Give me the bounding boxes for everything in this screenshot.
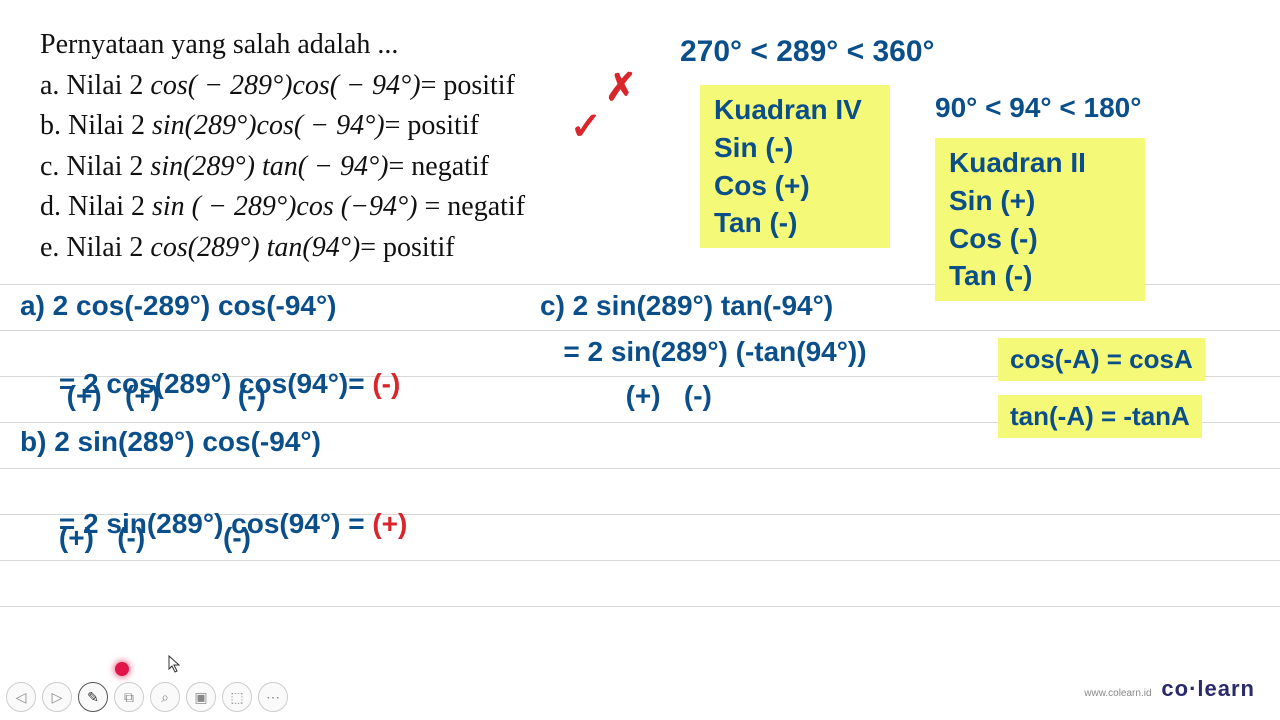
range-289: 270° < 289° < 360° (680, 35, 935, 69)
work-b-signs: (+) (-) (-) (20, 522, 251, 554)
option-b: b. Nilai 2 sin(289°)cos( − 94°)= positif (40, 106, 525, 147)
rule-line (0, 468, 1280, 469)
work-c-line1: c) 2 sin(289°) tan(-94°) (540, 290, 833, 322)
rule-line (0, 330, 1280, 331)
quadrant-4-title: Kuadran IV (714, 91, 876, 129)
quadrant-2-sin: Sin (+) (949, 182, 1131, 220)
work-a-signs: (+) (+) (-) (20, 380, 266, 412)
work-b-result: (+) (372, 508, 407, 539)
zoom-button[interactable]: ⌕ (150, 682, 180, 712)
prev-slide-button[interactable]: ◁ (6, 682, 36, 712)
pen-tool-button[interactable]: ✎ (78, 682, 108, 712)
option-c-expr: sin(289°) tan( − 94°) (150, 151, 388, 182)
option-c: c. Nilai 2 sin(289°) tan( − 94°)= negati… (40, 147, 525, 188)
option-d-pre: d. Nilai 2 (40, 191, 152, 222)
rule-line (0, 606, 1280, 607)
brand-logo: co·learn (1161, 676, 1255, 701)
quadrant-2-box: Kuadran II Sin (+) Cos (-) Tan (-) (935, 138, 1145, 301)
option-e-pre: e. Nilai 2 (40, 232, 150, 263)
quadrant-2-cos: Cos (-) (949, 220, 1131, 258)
option-d-expr: sin ( − 289°)cos (−94°) (152, 191, 417, 222)
presentation-toolbar: ◁ ▷ ✎ ⧉ ⌕ ▣ ⬚ ⋯ (6, 682, 288, 712)
option-a-post: = positif (421, 70, 515, 101)
option-d-post: = negatif (417, 191, 525, 222)
question-block: Pernyataan yang salah adalah ... a. Nila… (40, 25, 525, 269)
more-button[interactable]: ⋯ (258, 682, 288, 712)
quadrant-2-tan: Tan (-) (949, 257, 1131, 295)
option-b-expr: sin(289°)cos( − 94°) (152, 110, 385, 141)
option-b-pre: b. Nilai 2 (40, 110, 152, 141)
check-mark-icon: ✓ (570, 104, 602, 149)
option-c-post: = negatif (388, 151, 489, 182)
option-c-pre: c. Nilai 2 (40, 151, 150, 182)
brand-footer: www.colearn.id co·learn (1084, 676, 1255, 702)
camera-button[interactable]: ⬚ (222, 682, 252, 712)
rule-line (0, 560, 1280, 561)
brand-url: www.colearn.id (1084, 688, 1151, 699)
slides-button[interactable]: ⧉ (114, 682, 144, 712)
quadrant-4-sin: Sin (-) (714, 129, 876, 167)
mouse-cursor-icon (168, 655, 182, 678)
identity-tan-box: tan(-A) = -tanA (998, 395, 1202, 438)
question-stem: Pernyataan yang salah adalah ... (40, 25, 525, 66)
laser-pointer-icon (115, 662, 129, 676)
work-b-line1: b) 2 sin(289°) cos(-94°) (20, 426, 321, 458)
work-c-line2: = 2 sin(289°) (-tan(94°)) (540, 336, 867, 368)
option-a: a. Nilai 2 cos( − 289°)cos( − 94°)= posi… (40, 66, 525, 107)
option-a-expr: cos( − 289°)cos( − 94°) (150, 70, 420, 101)
option-e: e. Nilai 2 cos(289°) tan(94°)= positif (40, 228, 525, 269)
option-d: d. Nilai 2 sin ( − 289°)cos (−94°) = neg… (40, 187, 525, 228)
work-a-result: (-) (372, 368, 400, 399)
quadrant-4-cos: Cos (+) (714, 167, 876, 205)
subtitle-button[interactable]: ▣ (186, 682, 216, 712)
option-b-post: = positif (385, 110, 479, 141)
next-slide-button[interactable]: ▷ (42, 682, 72, 712)
cross-mark-icon: ✗ (605, 65, 637, 110)
work-c-signs: (+) (-) (540, 380, 712, 412)
identity-cos-box: cos(-A) = cosA (998, 338, 1205, 381)
quadrant-4-box: Kuadran IV Sin (-) Cos (+) Tan (-) (700, 85, 890, 248)
quadrant-4-tan: Tan (-) (714, 204, 876, 242)
option-e-expr: cos(289°) tan(94°) (150, 232, 360, 263)
option-a-pre: a. Nilai 2 (40, 70, 150, 101)
quadrant-2-title: Kuadran II (949, 144, 1131, 182)
option-e-post: = positif (360, 232, 454, 263)
range-94: 90° < 94° < 180° (935, 92, 1141, 124)
work-a-line1: a) 2 cos(-289°) cos(-94°) (20, 290, 337, 322)
